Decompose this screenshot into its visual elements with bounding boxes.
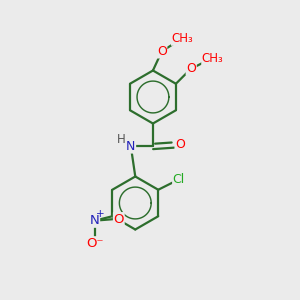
Text: O: O: [114, 213, 124, 226]
Text: O: O: [175, 139, 185, 152]
Text: +: +: [96, 209, 104, 219]
Text: Cl: Cl: [173, 173, 185, 186]
Text: O: O: [157, 45, 167, 58]
Text: CH₃: CH₃: [172, 32, 193, 45]
Text: CH₃: CH₃: [202, 52, 224, 65]
Text: O⁻: O⁻: [86, 237, 104, 250]
Text: H: H: [117, 134, 126, 146]
Text: N: N: [90, 214, 100, 227]
Text: N: N: [126, 140, 136, 153]
Text: O: O: [186, 62, 196, 75]
